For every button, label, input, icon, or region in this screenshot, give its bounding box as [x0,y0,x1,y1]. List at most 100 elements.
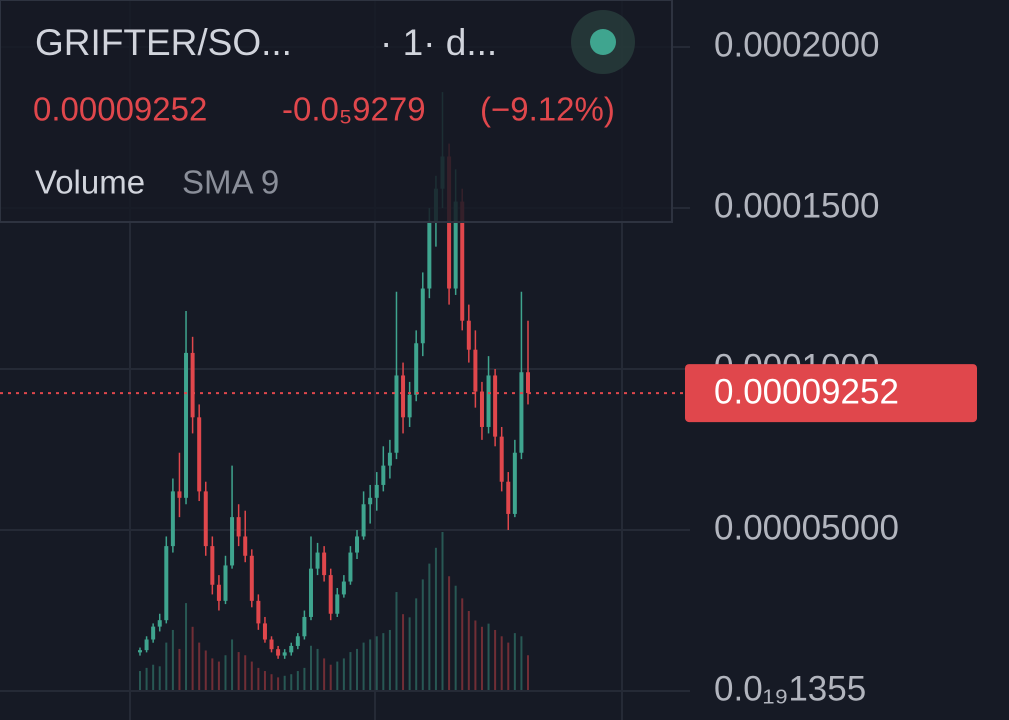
candle-body [335,594,340,614]
legend-panel: GRIFTER/SO... · 1· d... 0.00009252 -0.0₅… [0,0,673,223]
volume-bar [388,629,391,690]
volume-bar [250,661,253,690]
candle-body [315,552,320,569]
candle-body [466,320,471,350]
volume-bar [434,547,437,690]
volume-bar [375,636,378,690]
volume-bar [454,585,457,690]
indicator-params: SMA 9 [182,164,279,201]
candle-body [223,565,228,601]
candle-body [486,375,491,427]
candle-body [368,497,373,505]
volume-bar [290,674,293,690]
volume-bar [145,667,148,690]
volume-bar [507,642,510,690]
change: -0.0₅9279 [282,91,426,128]
volume-bar [382,633,385,690]
volume-bar [211,658,214,690]
candle-body [414,343,419,395]
volume-bar [323,658,326,690]
candle-body [197,417,202,492]
candle-body [243,536,248,556]
volume-bar [395,592,398,690]
volume-bar [224,655,227,690]
candle-body [387,452,392,466]
volume-bar [270,674,273,690]
volume-bar [513,633,516,690]
volume-bar [369,639,372,690]
volume-bar [329,664,332,690]
candle-body [499,436,504,482]
change-percent: (−9.12%) [480,91,615,128]
candle-body [249,555,254,601]
candle-body [526,372,530,394]
volume-bar [231,639,234,690]
y-tick-label: 0.0₁₉1355 [714,669,866,708]
candle-body [295,636,300,646]
candle-body [479,391,484,427]
volume-bar [191,626,194,690]
candle-body [177,491,182,498]
volume-bar [421,579,424,690]
volume-bar [402,614,405,690]
candle-body [230,517,235,566]
volume-bar [487,623,490,690]
candle-body [493,375,498,437]
volume-bar [244,655,247,690]
candle-body [144,639,149,651]
candle-body [210,546,215,585]
volume-bar [467,611,470,690]
volume-bar [283,675,286,690]
candle-body [262,623,267,640]
candle-body [282,652,287,656]
volume-bar [309,645,312,690]
candle-body [401,375,406,418]
volume-bar [139,671,141,690]
candle-body [138,650,142,653]
volume-bar [480,626,483,690]
volume-bar [171,629,174,690]
volume-bar [303,667,306,690]
y-tick-label: 0.0001500 [714,186,879,225]
volume-bar [428,563,431,690]
volume-bar [152,664,155,690]
candle-body [322,552,327,576]
legend-box [0,0,673,223]
volume-bar [500,636,503,690]
candle-body [289,645,294,653]
indicator-name: Volume [35,164,145,201]
volume-bar [316,648,319,690]
candle-body [276,649,281,656]
volume-bar [415,598,418,690]
price-tag-box [685,364,977,423]
volume-bar [356,648,359,690]
candle-body [374,484,379,498]
candle-body [381,465,386,485]
volume-bar [336,661,339,690]
candle-body [506,481,511,514]
candle-body [361,504,366,537]
status-dot [590,29,616,55]
candle-body [453,201,458,289]
volume-bar [349,652,352,690]
volume-bar [217,661,220,690]
candle-body [203,491,208,547]
volume-bar [461,598,464,690]
candle-body [355,536,360,553]
volume-bar [257,667,260,690]
candle-body [256,600,261,624]
volume-bar [441,532,444,690]
volume-bar [408,617,411,690]
candle-body [328,575,333,614]
volume-bar [165,642,168,690]
volume-bar [296,671,299,690]
y-tick-label: 0.0002000 [714,25,879,64]
volume-bar [448,576,451,690]
interval: · 1· d... [380,22,497,63]
candle-body [519,372,524,453]
candle-body [420,288,425,344]
candle-body [157,620,162,627]
candle-body [427,220,432,289]
candle-body [164,546,169,621]
